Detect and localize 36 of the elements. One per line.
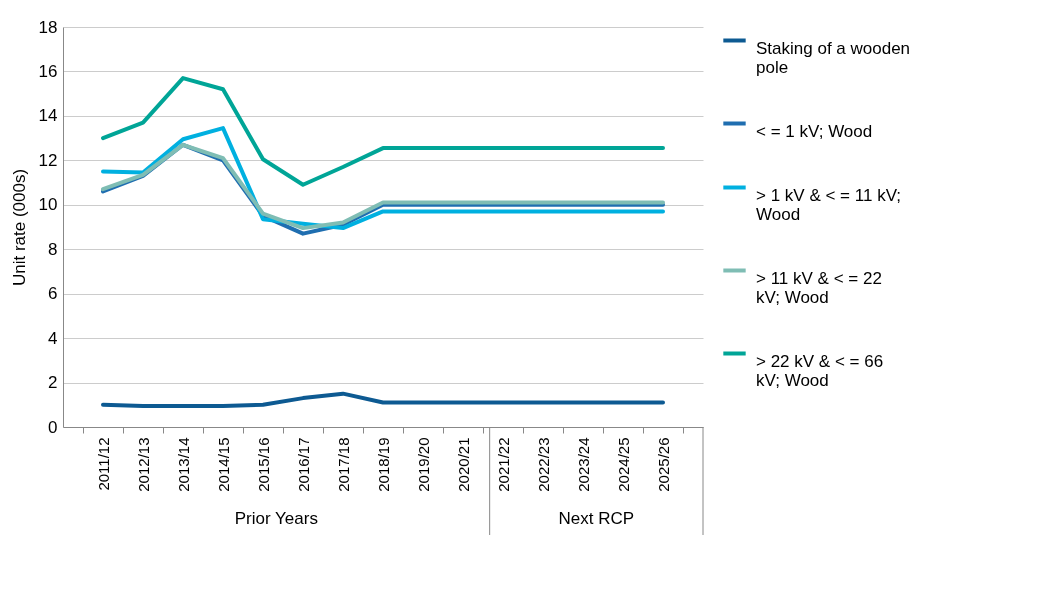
legend-label: > 22 kV & < = 66 kV; Wood (756, 351, 884, 390)
x-tick-label: 2025/26 (654, 437, 672, 492)
y-tick-label: 18 (38, 17, 58, 37)
x-tick-label: 2019/20 (414, 437, 432, 492)
y-tick-label: 10 (38, 195, 58, 215)
line-series (101, 126, 665, 231)
y-tick-label: 8 (48, 239, 58, 259)
text: Next RCP (558, 509, 635, 528)
x-tick-label: 2013/14 (174, 437, 192, 492)
y-axis-title: Unit rate (000s) (9, 168, 29, 287)
x-tick-label: 2012/13 (134, 437, 152, 492)
x-tick-label: 2015/16 (254, 437, 272, 492)
y-tick-label: 14 (38, 106, 58, 126)
x-tick-label: 2023/24 (574, 437, 592, 492)
x-tick-label: 2016/17 (294, 437, 312, 492)
x-tick-label: 2022/23 (534, 437, 552, 492)
line-series (101, 391, 665, 408)
y-tick-label: 0 (48, 417, 58, 437)
legend-label: < = 1 kV; Wood (756, 121, 873, 141)
line-series (101, 76, 665, 187)
legend-label: Staking of a wooden pole (756, 38, 911, 77)
x-tick-label: 2017/18 (334, 437, 352, 492)
x-tick-label: 2014/15 (214, 437, 232, 492)
x-tick-label: 2021/22 (494, 437, 512, 492)
y-tick-label: 16 (38, 61, 58, 81)
y-tick-label: 4 (48, 328, 58, 348)
x-tick-label: 2011/12 (94, 437, 112, 491)
legend-label: > 11 kV & < = 22 kV; Wood (756, 268, 882, 307)
x-tick-label: 2018/19 (374, 437, 392, 492)
x-tick-label: 2024/25 (614, 437, 632, 492)
y-tick-label: 2 (48, 373, 58, 393)
y-tick-label: 6 (48, 284, 58, 304)
legend-label: > 1 kV & < = 11 kV; Wood (756, 185, 902, 224)
x-tick-label: 2020/21 (454, 437, 472, 492)
text: Prior Years (234, 509, 318, 528)
y-tick-label: 12 (38, 150, 58, 170)
